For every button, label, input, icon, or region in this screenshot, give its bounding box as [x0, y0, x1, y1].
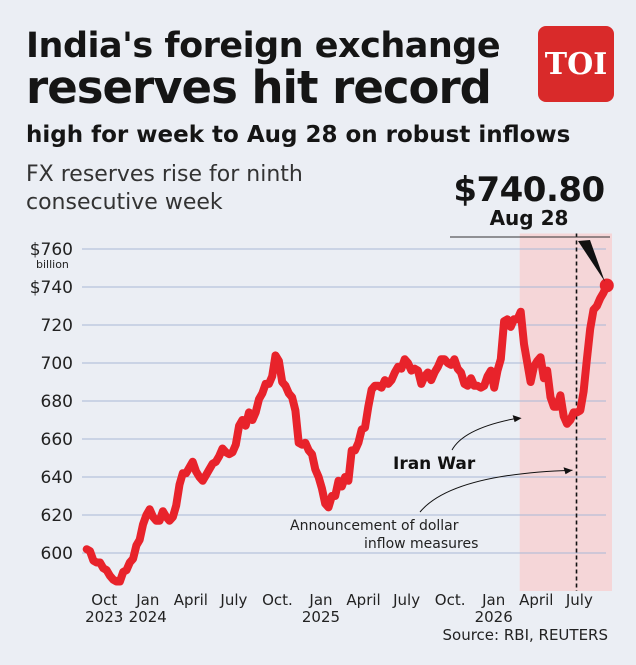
y-tick-600: 600 — [41, 544, 73, 564]
x-tick-year-2025-01-01: 2025 — [302, 608, 340, 626]
latest-point — [599, 278, 614, 293]
y-unit-label: billion — [36, 258, 69, 271]
callout-pointer-wedge — [578, 240, 605, 282]
iran-war-arrowhead — [512, 415, 522, 423]
y-axis-ticks: $760 $740 720 700 680 660 640 620 600 — [30, 240, 73, 564]
x-tick-2025-10-01: Oct. — [435, 591, 466, 609]
y-tick-640: 640 — [41, 468, 73, 488]
x-tick-2023-10-01: Oct — [91, 591, 117, 609]
x-tick-2025-07-01: July — [392, 591, 420, 609]
toi-logo[interactable]: TOI — [538, 26, 614, 102]
y-tick-700: 700 — [41, 354, 73, 374]
callout-value: $740.80 — [453, 170, 605, 210]
x-tick-2025-04-01: April — [346, 591, 380, 609]
x-tick-year-2024-01-01: 2024 — [129, 608, 167, 626]
y-tick-740: $740 — [30, 278, 73, 298]
annotations: Iran War Announcement of dollar inflow mea… — [290, 415, 573, 552]
subheadline: high for week to Aug 28 on robust inflow… — [26, 122, 571, 148]
x-tick-2024-10-01: Oct. — [262, 591, 293, 609]
source-note: Source: RBI, REUTERS — [442, 626, 608, 644]
x-tick-year-2026-01-01: 2026 — [475, 608, 513, 626]
series-line-0 — [82, 281, 611, 586]
annotation-iran-war: Iran War — [393, 454, 476, 474]
x-tick-2026-07-01: July — [565, 591, 593, 609]
annotation-dollar-measures-line-1: Announcement of dollar — [290, 518, 459, 534]
x-tick-year-2023-10-01: 2023 — [85, 608, 123, 626]
dollar-measures-arrow — [419, 469, 573, 513]
series-layer — [82, 278, 614, 586]
chart-title: FX reserves rise for ninth consecutive w… — [26, 162, 303, 215]
headline-line-1: India's foreign exchange — [26, 26, 501, 66]
y-tick-660: 660 — [41, 430, 73, 450]
y-tick-720: 720 — [41, 316, 73, 336]
x-tick-2026-04-01: April — [519, 591, 553, 609]
callout-date: Aug 28 — [489, 206, 569, 230]
callout-pointer — [450, 236, 610, 282]
y-tick-760: $760 — [30, 240, 73, 260]
y-tick-620: 620 — [41, 506, 73, 526]
x-tick-2024-07-01: July — [219, 591, 247, 609]
annotation-dollar-measures-line-2: inflow measures — [364, 536, 478, 552]
headline-line-2: reserves hit record — [26, 61, 492, 114]
x-tick-2026-01-01: Jan — [481, 591, 505, 609]
y-tick-680: 680 — [41, 392, 73, 412]
x-tick-2025-01-01: Jan — [308, 591, 332, 609]
x-tick-2024-04-01: April — [174, 591, 208, 609]
dollar-measures-arrowhead — [563, 467, 573, 475]
iran-war-arrow — [451, 417, 518, 451]
x-tick-2024-01-01: Jan — [135, 591, 159, 609]
